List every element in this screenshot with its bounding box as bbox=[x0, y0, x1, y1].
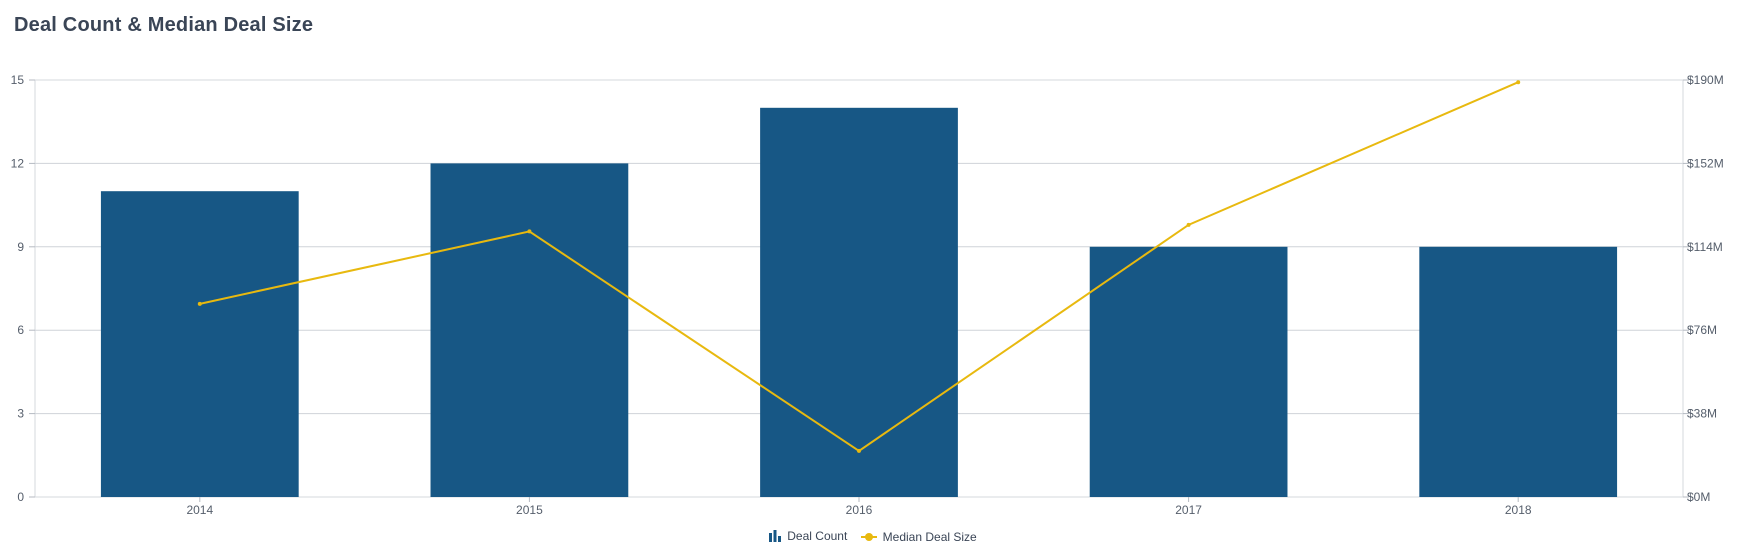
y-left-tick-label: 6 bbox=[17, 323, 24, 337]
legend-label-median-deal-size: Median Deal Size bbox=[882, 530, 977, 544]
bar-deal-count bbox=[430, 163, 629, 497]
chart-title: Deal Count & Median Deal Size bbox=[14, 14, 314, 36]
y-right-tick-label: $76M bbox=[1687, 323, 1717, 337]
legend-label-deal-count: Deal Count bbox=[787, 529, 848, 543]
x-tick-label: 2018 bbox=[1505, 503, 1532, 517]
x-tick-label: 2016 bbox=[846, 503, 873, 517]
y-left-tick-label: 3 bbox=[17, 407, 24, 421]
bar-deal-count bbox=[1419, 246, 1618, 497]
line-marker-icon bbox=[860, 533, 877, 541]
bar-deal-count bbox=[100, 191, 299, 497]
point-median-deal-size bbox=[527, 229, 532, 234]
x-tick-label: 2014 bbox=[186, 503, 213, 517]
y-right-tick-label: $0M bbox=[1687, 490, 1710, 504]
y-left-tick-label: 9 bbox=[17, 240, 24, 254]
y-right-tick-label: $190M bbox=[1687, 73, 1724, 87]
bar-deal-count bbox=[760, 107, 958, 498]
bar-deal-count bbox=[1089, 246, 1288, 497]
y-left-tick-label: 15 bbox=[11, 73, 25, 87]
x-tick-label: 2017 bbox=[1175, 503, 1202, 517]
y-right-tick-label: $38M bbox=[1687, 407, 1717, 421]
point-median-deal-size bbox=[197, 301, 202, 306]
point-median-deal-size bbox=[857, 448, 861, 453]
point-median-deal-size bbox=[1186, 222, 1191, 227]
y-left-tick-label: 0 bbox=[17, 490, 24, 504]
legend-item-median-deal-size[interactable]: Median Deal Size bbox=[860, 530, 977, 544]
chart-legend: Deal Count Median Deal Size bbox=[0, 529, 1746, 545]
y-right-tick-label: $152M bbox=[1687, 156, 1724, 170]
point-median-deal-size bbox=[1516, 80, 1521, 85]
x-tick-label: 2015 bbox=[516, 503, 543, 517]
y-left-tick-label: 12 bbox=[11, 156, 25, 170]
legend-item-deal-count[interactable]: Deal Count bbox=[769, 529, 847, 543]
bar-chart-icon bbox=[769, 530, 782, 542]
y-right-tick-label: $114M bbox=[1687, 240, 1723, 254]
